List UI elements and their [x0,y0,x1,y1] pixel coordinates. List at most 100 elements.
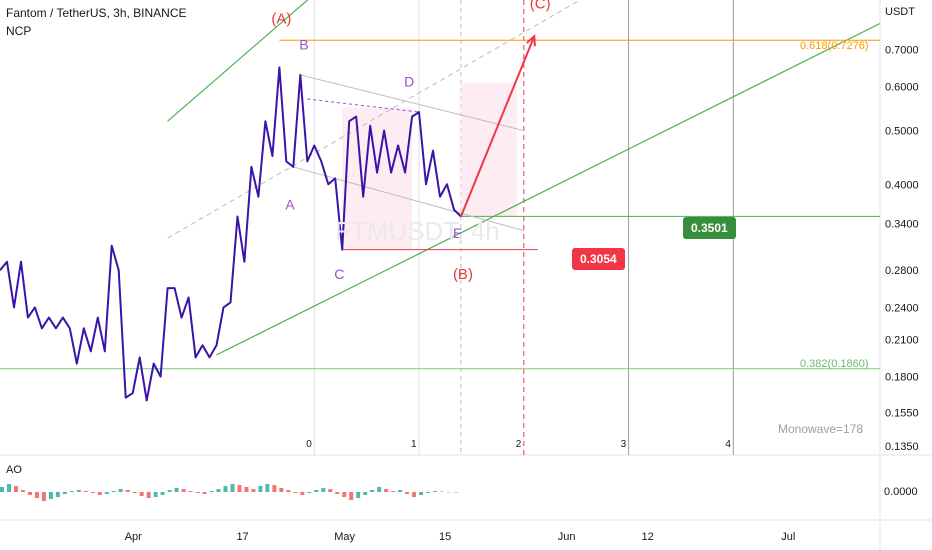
x-tick-label: 17 [236,531,248,543]
y-tick-label: 0.1550 [885,408,919,420]
ao-bar [13,486,18,492]
triangle-lower [293,166,524,232]
watermark: FTMUSDT, 4h [335,216,500,246]
ao-bar [174,488,179,492]
ao-bar [453,492,458,493]
wave-label: B [299,37,308,53]
y-tick-label: 0.2400 [885,302,919,314]
ao-bar [83,491,88,492]
ao-bar [391,491,396,492]
x-tick-label: May [334,531,355,543]
channel-mid [167,0,582,239]
ao-bar [342,492,347,497]
ao-bar [125,490,130,492]
ao-bar [188,491,193,492]
ao-bar [244,487,249,492]
ao-bar [300,492,305,495]
current-price-badge: 0.3501 [683,217,736,239]
count-label: 1 [411,439,417,450]
count-label: 2 [516,439,522,450]
ao-panel [0,484,458,501]
wave-label: C [334,266,344,282]
x-tick-label: Apr [125,531,142,543]
price-line [0,66,462,402]
fib-upper-label: 0.618(0.7276) [800,40,869,52]
y-tick-label: 0.7000 [885,45,919,57]
ao-bar [272,485,277,492]
fib-levels[interactable] [0,39,880,370]
y-axis[interactable]: 0.7000 0.6000 0.5000 0.4000 0.3400 0.2800 0.24… [885,45,919,453]
y-tick-label: 0.1800 [885,372,919,384]
ao-bar [209,491,214,492]
ao-bar [34,492,39,498]
ao-bar [293,492,298,493]
bd-line [307,98,420,113]
y-tick-label: 0.4000 [885,179,919,191]
ao-bar [265,484,270,492]
y-tick-label: 0.5000 [885,126,919,138]
monowave-label: Monowave=178 [778,422,864,436]
ao-bar [398,490,403,492]
ao-bar [90,492,95,493]
trend-channel[interactable] [167,0,881,356]
ao-bar [433,491,438,492]
ao-bar [167,490,172,492]
x-tick-label: Jun [558,531,576,543]
wave-label: (A) [271,11,291,28]
consolidation-zone [342,107,413,250]
currency-label: USDT [885,6,915,18]
ao-bar [0,487,4,492]
ao-bar [6,484,11,492]
fib-lower-label: 0.382(0.1860) [800,358,869,370]
projection[interactable] [460,34,536,217]
ao-bar [363,492,368,495]
ao-bar [216,489,221,492]
count-label: 0 [306,439,312,450]
ao-bar [307,492,312,493]
ao-bar [377,487,382,492]
ao-bar [405,492,410,494]
y-tick-label: 0.6000 [885,82,919,94]
y-tick-label: 0.1350 [885,441,919,453]
ao-bar [111,491,116,492]
ao-value: 0.0000 [884,486,918,498]
ao-bar [118,489,123,492]
support-price-badge: 0.3054 [572,248,625,270]
ao-bar [181,489,186,492]
projection-arrowhead [526,34,536,47]
ao-bar [27,492,32,495]
wave-label: (C) [530,0,551,13]
ao-bar [251,489,256,492]
channel-upper [167,0,309,122]
x-tick-label: 12 [642,531,654,543]
count-label: 4 [725,439,731,450]
ao-bar [328,489,333,492]
ao-bar [412,492,417,497]
triangle-upper [300,74,524,132]
ao-bar [356,492,361,498]
ao-bar [370,490,375,492]
ao-bar [258,486,263,492]
ao-bar [160,492,165,495]
ao-bar [41,492,46,501]
y-tick-label: 0.2800 [885,265,919,277]
ao-bar [237,485,242,492]
ao-bar [48,492,53,499]
ao-bar [20,490,25,492]
ao-bar [97,492,102,495]
ao-bar [223,486,228,492]
ao-bar [279,488,284,492]
count-label: 3 [621,439,627,450]
ao-bar [349,492,354,500]
price-series [0,66,462,402]
ao-bar [153,492,158,497]
wave-label: (B) [453,266,473,283]
ao-bar [419,492,424,495]
ao-bar [321,488,326,492]
ao-bar [314,490,319,492]
x-axis[interactable]: Apr 17 May 15 Jun 12 Jul [125,531,796,543]
ao-bar [55,492,60,497]
ao-bar [230,484,235,492]
y-tick-label: 0.2100 [885,335,919,347]
